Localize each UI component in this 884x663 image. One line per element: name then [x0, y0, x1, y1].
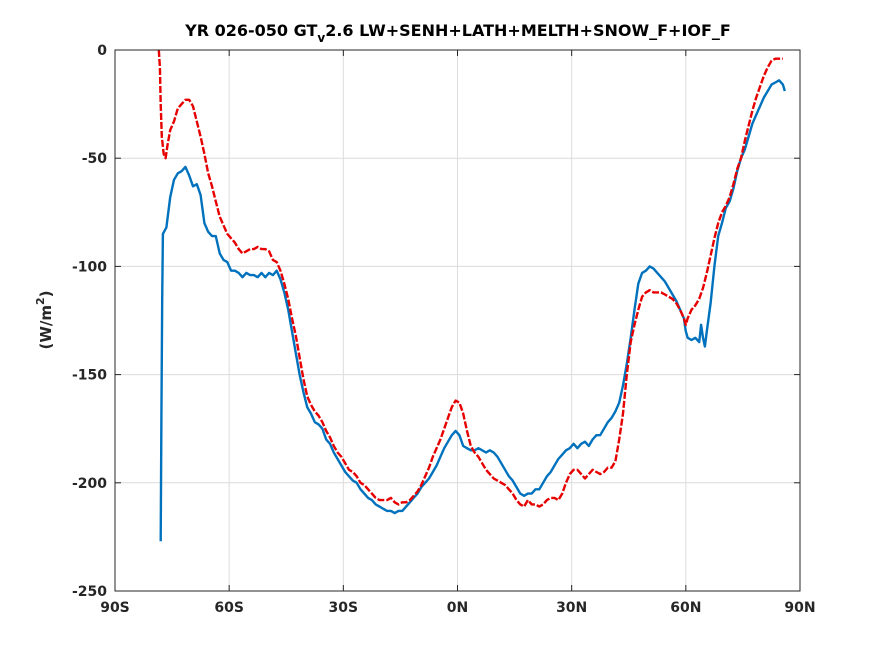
chart-title-main: YR 026-050 GT [184, 21, 317, 40]
x-axis: 90S 60S 30S 0N 30N 60N 90N [100, 50, 816, 616]
y-tick-label: -100 [72, 259, 107, 275]
x-tick-label: 30S [329, 600, 359, 616]
chart-title-subscript: v [317, 31, 325, 45]
y-tick-label: -50 [82, 151, 108, 167]
series-line-2 [157, 50, 783, 508]
x-tick-label: 90N [784, 600, 815, 616]
y-axis-label-base: (W/m [37, 305, 55, 350]
y-tick-label: 0 [97, 43, 107, 59]
y-axis-label-close: ) [37, 290, 55, 297]
x-tick-label: 90S [100, 600, 130, 616]
x-tick-label: 0N [447, 600, 468, 616]
x-tick-label: 60S [214, 600, 244, 616]
y-tick-label: -250 [72, 584, 107, 600]
series-layer [157, 50, 786, 542]
chart-title-rest: 2.6 LW+SENH+LATH+MELTH+SNOW_F+IOF_F [325, 21, 731, 40]
x-tick-label: 30N [556, 600, 587, 616]
y-axis-label-superscript: 2 [34, 297, 47, 305]
y-axis-label: (W/m2) [34, 290, 55, 349]
x-tick-label: 60N [670, 600, 701, 616]
y-axis: 0 -50 -100 -150 -200 -250 [72, 43, 800, 600]
y-tick-label: -150 [72, 368, 107, 384]
chart-title: YR 026-050 GTv2.6 LW+SENH+LATH+MELTH+SNO… [184, 21, 731, 45]
y-tick-label: -200 [72, 476, 107, 492]
